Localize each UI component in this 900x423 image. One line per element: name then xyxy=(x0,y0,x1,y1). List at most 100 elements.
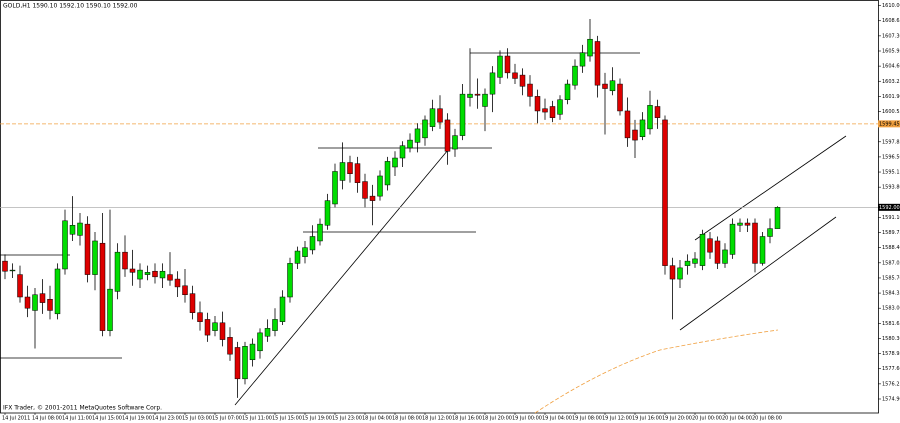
channel-line xyxy=(679,216,837,331)
candle-body xyxy=(444,119,451,152)
candle-body xyxy=(32,294,38,311)
y-tick-label: 1595.15 xyxy=(882,170,900,176)
candle-body xyxy=(632,129,638,141)
candle-body xyxy=(594,41,601,86)
candle-body xyxy=(602,83,608,89)
x-tick-label: 18 Jul 20:00 xyxy=(482,416,512,422)
candle-body xyxy=(324,200,331,226)
y-tick-label: 1608.65 xyxy=(882,18,900,24)
candle-body xyxy=(219,322,226,340)
drawn-objects xyxy=(0,52,847,414)
candle-body xyxy=(722,249,728,264)
x-tick-label: 15 Jul 11:00 xyxy=(242,416,272,422)
y-tick-label: 1581.65 xyxy=(882,321,900,327)
y-tick-label: 1584.35 xyxy=(882,291,900,297)
candle-body xyxy=(249,343,256,361)
x-tick-label: 14 Jul 15:00 xyxy=(92,416,122,422)
x-tick-label: 18 Jul 04:00 xyxy=(362,416,392,422)
candle-body xyxy=(264,328,271,337)
candle-body xyxy=(422,119,428,139)
candle-body xyxy=(774,207,781,229)
y-tick-label: 1583.00 xyxy=(882,306,900,312)
candle-body xyxy=(662,119,668,266)
candle-body xyxy=(122,251,128,270)
x-tick-label: 20 Jul 04:00 xyxy=(722,416,752,422)
candle-body xyxy=(497,55,503,78)
candle-body xyxy=(332,171,338,205)
candle-body xyxy=(684,260,691,266)
candle-body xyxy=(339,162,346,181)
candle-body xyxy=(729,223,736,255)
candle-body xyxy=(189,293,196,313)
candle-body xyxy=(459,93,466,136)
x-tick-label: 20 Jul 08:00 xyxy=(752,416,782,422)
y-tick-label: 1610.00 xyxy=(882,3,900,9)
candle-body xyxy=(234,347,241,380)
candle-body xyxy=(54,268,61,315)
candle-body xyxy=(182,285,188,296)
candle-body xyxy=(92,240,98,275)
candle-body xyxy=(144,272,151,275)
candle-body xyxy=(107,288,113,331)
indicator-curve xyxy=(534,329,779,414)
candle-body xyxy=(24,296,31,309)
x-tick-label: 18 Jul 08:00 xyxy=(392,416,422,422)
candle-body xyxy=(542,108,548,113)
y-tick-label: 1605.95 xyxy=(882,48,900,54)
candle-body xyxy=(527,83,533,97)
candle-body xyxy=(69,225,76,235)
y-tick-label: 1597.85 xyxy=(882,139,900,145)
y-tick-label: 1607.30 xyxy=(882,33,900,39)
candle-body xyxy=(512,72,518,79)
candle-body xyxy=(759,236,766,264)
x-tick-label: 15 Jul 03:00 xyxy=(182,416,212,422)
candle-body xyxy=(399,145,406,159)
candle-body xyxy=(617,83,623,112)
candle-body xyxy=(279,296,286,322)
x-tick-label: 15 Jul 19:00 xyxy=(302,416,332,422)
candle-body xyxy=(369,195,376,201)
candle-body xyxy=(392,157,398,168)
candle-body xyxy=(609,80,616,92)
y-tick-label: 1591.10 xyxy=(882,215,900,221)
x-tick-label: 19 Jul 16:00 xyxy=(632,416,662,422)
candle-body xyxy=(534,96,541,112)
y-tick-label: 1577.60 xyxy=(882,366,900,372)
candle-body xyxy=(242,346,248,380)
candle-body xyxy=(707,238,713,253)
x-tick-label: 18 Jul 16:00 xyxy=(452,416,482,422)
candle-body xyxy=(174,278,181,288)
candle-body xyxy=(564,83,571,100)
candle-body xyxy=(579,52,586,67)
x-tick-label: 15 Jul 07:00 xyxy=(212,416,242,422)
x-tick-label: 14 Jul 23:00 xyxy=(152,416,182,422)
candle-body xyxy=(354,163,361,183)
candle-body xyxy=(39,293,46,303)
x-tick-label: 15 Jul 23:00 xyxy=(332,416,362,422)
candle-body xyxy=(482,93,488,107)
y-tick-label: 1601.90 xyxy=(882,94,900,100)
candle-body xyxy=(152,270,158,278)
candle-body xyxy=(317,223,323,242)
y-tick-label: 1589.75 xyxy=(882,230,900,236)
y-tick-label: 1600.55 xyxy=(882,109,900,115)
candle-body xyxy=(519,74,526,87)
y-tick-label: 1576.25 xyxy=(882,381,900,387)
candle-body xyxy=(474,93,481,96)
candle-body xyxy=(47,298,53,311)
candle-body xyxy=(272,319,278,331)
candle-body xyxy=(347,162,353,174)
candle-body xyxy=(377,175,383,197)
candle-body xyxy=(557,99,563,115)
candle-body xyxy=(137,269,143,280)
candle-body xyxy=(407,139,413,149)
candle-body xyxy=(362,181,368,199)
candle-body xyxy=(159,270,166,279)
level-label-bg xyxy=(878,120,900,128)
candle-body xyxy=(572,65,578,86)
x-tick-label: 18 Jul 12:00 xyxy=(422,416,452,422)
x-tick-label: 20 Jul 00:00 xyxy=(692,416,722,422)
trend-line xyxy=(234,149,449,406)
price-label-bg xyxy=(878,203,900,211)
